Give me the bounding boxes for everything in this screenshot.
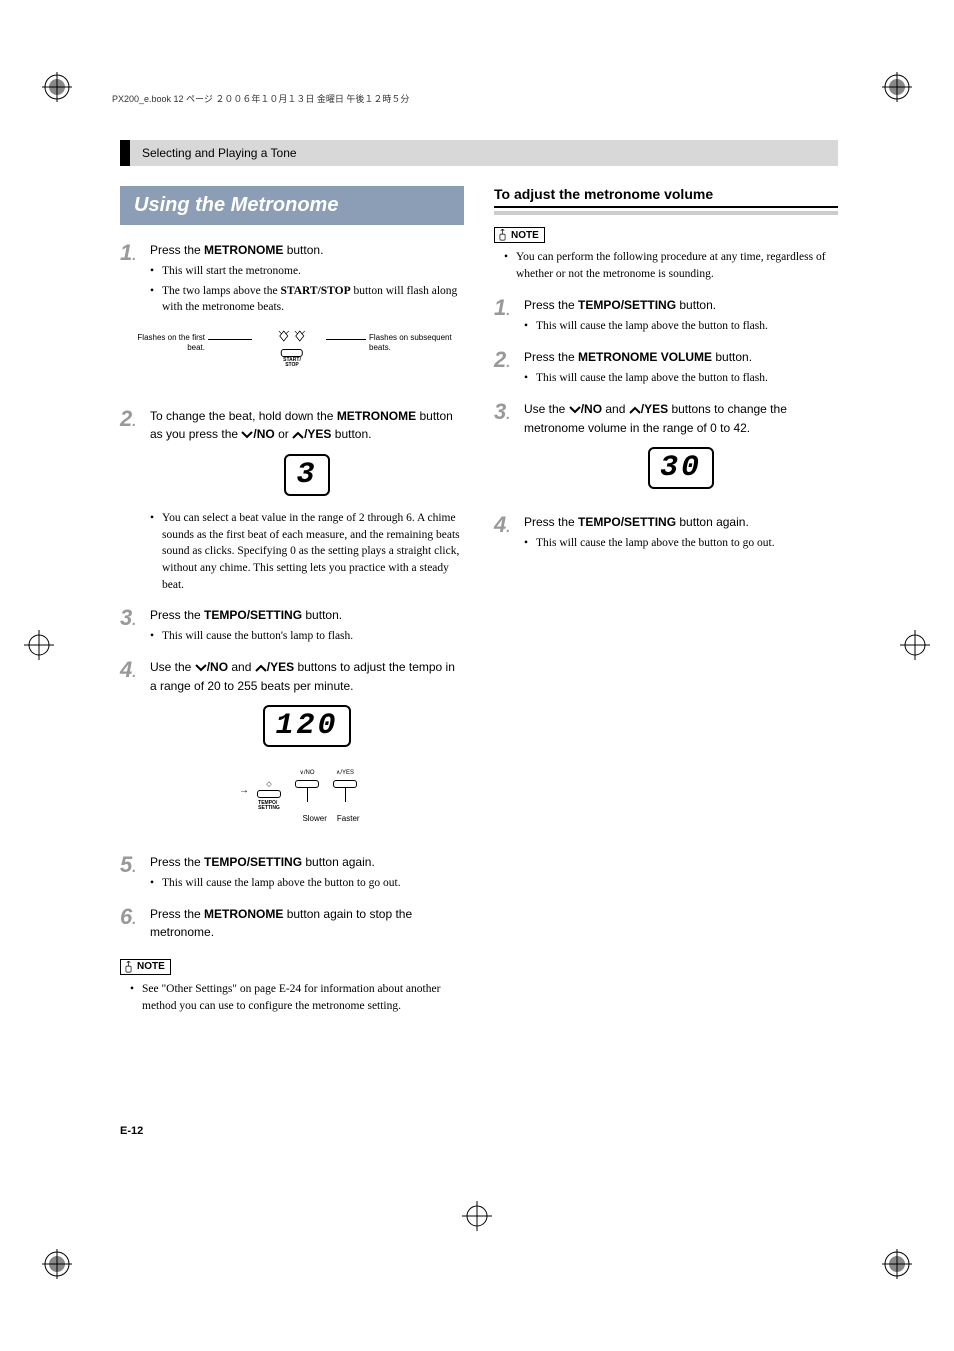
start-stop-label: START/ STOP (278, 358, 306, 368)
faster-label: Faster (337, 813, 360, 825)
step-instruction: Press the METRONOME button again to stop… (150, 905, 464, 941)
note-bullet: See "Other Settings" on page E-24 for in… (130, 981, 464, 1014)
note-icon (123, 961, 134, 973)
right-step-1: 1 Press the TEMPO/SETTING button. This w… (494, 296, 838, 338)
right-step-2: 2 Press the METRONOME VOLUME button. Thi… (494, 348, 838, 390)
crop-mark-icon (882, 72, 912, 102)
note-label: NOTE (120, 959, 171, 975)
tempo-buttons-diagram: → ◇ TEMPO/ SETTING ∨/NO (150, 761, 464, 826)
step-bullet: This will cause the button's lamp to fla… (150, 628, 464, 645)
diagram-label: Flashes on subsequent beats. (369, 333, 454, 352)
step-instruction: To change the beat, hold down the METRON… (150, 407, 464, 444)
step-number: 2 (120, 407, 150, 596)
lamp-icon (278, 329, 290, 341)
lcd-display: 30 (648, 447, 714, 489)
right-step-3: 3 Use the /NO and /YES buttons to change… (494, 400, 838, 503)
step-instruction: Use the /NO and /YES buttons to change t… (524, 400, 838, 437)
crop-mark-icon (462, 1201, 492, 1231)
right-step-4: 4 Press the TEMPO/SETTING button again. … (494, 513, 838, 555)
step-instruction: Use the /NO and /YES buttons to adjust t… (150, 658, 464, 695)
step-instruction: Press the TEMPO/SETTING button again. (524, 513, 838, 531)
step-number: 4 (494, 513, 524, 555)
left-column: Using the Metronome 1 Press the METRONOM… (120, 186, 464, 1017)
crop-mark-icon (882, 1249, 912, 1279)
no-button-icon (295, 780, 319, 788)
chevron-up-icon (629, 401, 641, 419)
lcd-display: 3 (284, 454, 329, 496)
start-stop-diagram: Flashes on the first beat. START/ STOP F… (120, 329, 464, 389)
subtitle: To adjust the metronome volume (494, 186, 838, 208)
crop-mark-icon (900, 630, 930, 660)
chevron-down-icon (569, 401, 581, 419)
start-stop-button-icon (281, 349, 303, 357)
note-label: NOTE (494, 227, 545, 243)
step-number: 3 (120, 606, 150, 648)
right-column: To adjust the metronome volume NOTE You … (494, 186, 838, 1017)
crop-mark-icon (24, 630, 54, 660)
step-number: 2 (494, 348, 524, 390)
step-4: 4 Use the /NO and /YES buttons to adjust… (120, 658, 464, 843)
note-icon (497, 229, 508, 241)
chevron-up-icon (292, 426, 304, 444)
step-instruction: Press the TEMPO/SETTING button. (150, 606, 464, 624)
chevron-down-icon (241, 426, 253, 444)
note-bullet: You can perform the following procedure … (504, 249, 838, 282)
lcd-display: 120 (263, 705, 350, 747)
step-3: 3 Press the TEMPO/SETTING button. This w… (120, 606, 464, 648)
step-number: 5 (120, 853, 150, 895)
arrow-right-icon: → (239, 783, 249, 798)
chevron-down-icon (195, 659, 207, 677)
chevron-up-icon (255, 659, 267, 677)
step-number: 3 (494, 400, 524, 503)
step-bullet: This will cause the lamp above the butto… (524, 535, 838, 552)
step-instruction: Press the METRONOME VOLUME button. (524, 348, 838, 366)
yes-button-icon (333, 780, 357, 788)
step-bullet: The two lamps above the START/STOP butto… (150, 283, 464, 316)
step-bullet: You can select a beat value in the range… (150, 510, 464, 593)
step-bullet: This will start the metronome. (150, 263, 464, 280)
step-6: 6 Press the METRONOME button again to st… (120, 905, 464, 945)
crop-mark-icon (42, 1249, 72, 1279)
crop-mark-icon (42, 72, 72, 102)
step-instruction: Press the METRONOME button. (150, 241, 464, 259)
section-header: Selecting and Playing a Tone (120, 140, 838, 166)
step-1: 1 Press the METRONOME button. This will … (120, 241, 464, 319)
step-number: 4 (120, 658, 150, 843)
button-label: ∧/YES (336, 769, 354, 778)
lamp-icon (294, 329, 306, 341)
step-number: 6 (120, 905, 150, 945)
step-2: 2 To change the beat, hold down the METR… (120, 407, 464, 596)
header-meta-text: PX200_e.book 12 ページ ２００６年１０月１３日 金曜日 午後１２… (112, 92, 409, 105)
step-instruction: Press the TEMPO/SETTING button again. (150, 853, 464, 871)
step-5: 5 Press the TEMPO/SETTING button again. … (120, 853, 464, 895)
step-bullet: This will cause the lamp above the butto… (150, 875, 464, 892)
diagram-label: Flashes on the first beat. (130, 333, 205, 352)
button-label: ∨/NO (299, 769, 314, 778)
slower-label: Slower (302, 813, 326, 825)
step-number: 1 (120, 241, 150, 319)
step-number: 1 (494, 296, 524, 338)
main-title: Using the Metronome (120, 186, 464, 225)
tempo-setting-button-icon (257, 790, 281, 798)
step-bullet: This will cause the lamp above the butto… (524, 318, 838, 335)
step-instruction: Press the TEMPO/SETTING button. (524, 296, 838, 314)
step-bullet: This will cause the lamp above the butto… (524, 370, 838, 387)
